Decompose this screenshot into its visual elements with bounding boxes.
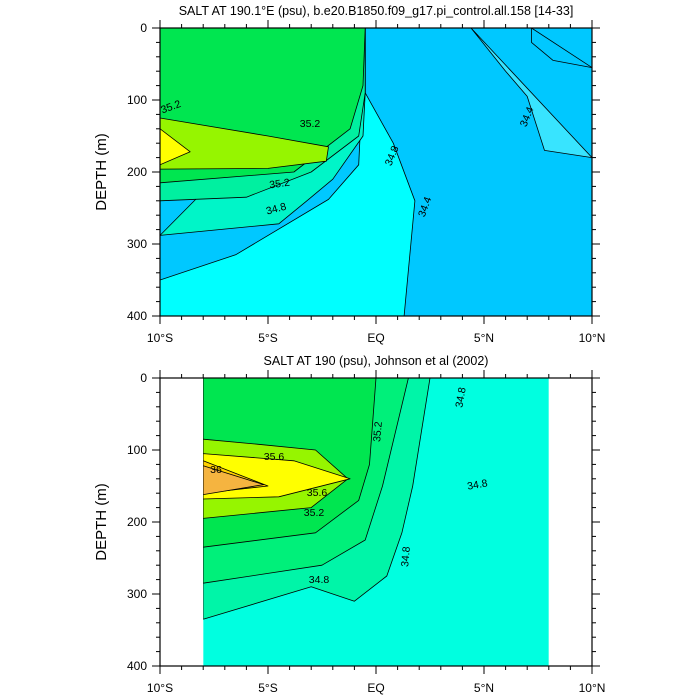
- x-tick-label: 5°S: [258, 331, 277, 345]
- panel-2: SALT AT 190 (psu), Johnson et al (2002) D…: [93, 354, 605, 695]
- contour-band-34-4: [470, 28, 592, 159]
- contour-label: 34.8: [453, 386, 468, 408]
- y-tick-label: 0: [140, 371, 147, 385]
- x-tick-label: 10°N: [579, 681, 606, 695]
- contour-band-34-2: [531, 28, 592, 68]
- y-tick-label: 300: [127, 237, 147, 251]
- y-tick-label: 400: [127, 659, 147, 673]
- chart-title: SALT AT 190.1°E (psu), b.e20.B1850.f09_g…: [179, 4, 574, 18]
- contour-label: 35.2: [269, 177, 291, 192]
- contour-label: 34.8: [265, 201, 288, 218]
- contour-band-35-4: [160, 117, 329, 170]
- y-tick-label: 400: [127, 309, 147, 323]
- contour-label: 35.2: [304, 507, 325, 519]
- y-tick-label: 300: [127, 587, 147, 601]
- contour-label: 35.6: [264, 451, 285, 463]
- contour-band-35-6: [160, 128, 191, 166]
- contour-fills: [160, 28, 592, 316]
- y-tick-label: 0: [140, 21, 147, 35]
- x-tick-label: 10°S: [147, 681, 173, 695]
- contour-label: 34.8: [466, 477, 488, 492]
- y-tick-label: 100: [127, 443, 147, 457]
- panel-1: SALT AT 190.1°E (psu), b.e20.B1850.f09_g…: [93, 4, 605, 345]
- contour-label: 35.2: [371, 421, 385, 443]
- contour-fills: [203, 378, 549, 666]
- contour-label: 36: [210, 464, 222, 476]
- y-tick-label: 100: [127, 93, 147, 107]
- y-axis-label: DEPTH (m): [93, 483, 110, 561]
- contour-label: 35.2: [300, 118, 321, 130]
- chart-title: SALT AT 190 (psu), Johnson et al (2002): [264, 354, 489, 368]
- x-tick-label: EQ: [367, 331, 384, 345]
- x-tick-label: 5°S: [258, 681, 277, 695]
- y-tick-label: 200: [127, 515, 147, 529]
- contour-band-34-6: [160, 28, 416, 316]
- x-tick-label: 10°S: [147, 331, 173, 345]
- x-tick-label: 5°N: [474, 331, 494, 345]
- contour-label: 35.6: [307, 487, 328, 499]
- y-axis-label: DEPTH (m): [93, 133, 110, 211]
- contour-label: 34.8: [399, 546, 413, 568]
- y-tick-label: 200: [127, 165, 147, 179]
- contour-band-36: [203, 465, 265, 496]
- x-tick-label: 10°N: [579, 331, 606, 345]
- x-tick-label: 5°N: [474, 681, 494, 695]
- contour-label: 34.8: [309, 574, 330, 586]
- x-tick-label: EQ: [367, 681, 384, 695]
